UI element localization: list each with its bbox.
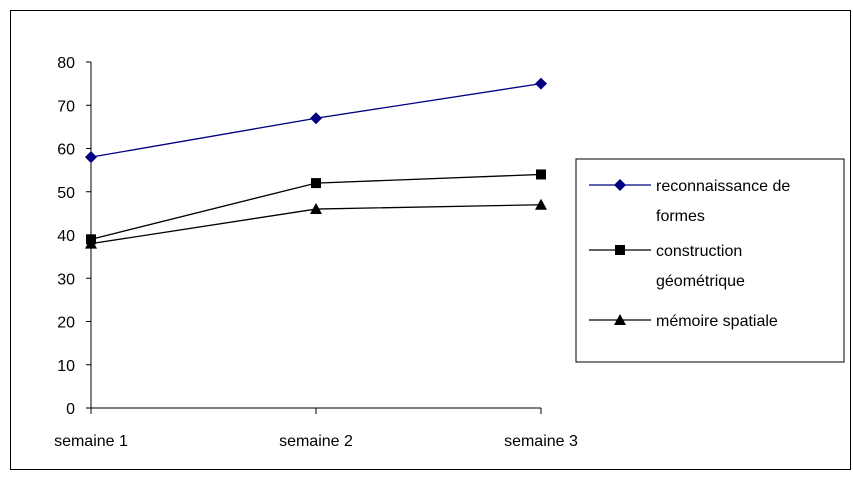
legend-label-2: mémoire spatiale <box>656 313 778 330</box>
legend-marker-2 <box>614 314 626 325</box>
y-tick-label: 50 <box>57 185 75 202</box>
legend-box <box>575 158 845 363</box>
x-tick-label: semaine 1 <box>54 433 128 450</box>
data-point-2-2 <box>535 198 547 210</box>
y-tick-label: 60 <box>57 142 75 159</box>
y-tick-label: 40 <box>57 228 75 245</box>
legend-label-1: construction <box>656 243 742 260</box>
y-tick-label: 80 <box>57 55 75 72</box>
data-point-2-0 <box>85 237 97 249</box>
legend-label-0: formes <box>656 208 705 225</box>
data-point-1-2 <box>536 169 546 180</box>
data-point-0-0 <box>85 151 97 164</box>
legend-marker-0 <box>614 179 626 191</box>
y-tick-label: 70 <box>57 98 75 115</box>
data-point-0-2 <box>535 77 547 90</box>
data-point-2-1 <box>310 203 322 215</box>
y-tick-label: 10 <box>57 358 75 375</box>
x-tick-label: semaine 2 <box>279 433 353 450</box>
y-tick-label: 20 <box>57 315 75 332</box>
legend-label-0: reconnaissance de <box>656 178 790 195</box>
data-point-0-1 <box>310 112 322 125</box>
y-tick-label: 0 <box>66 401 75 418</box>
y-tick-label: 30 <box>57 271 75 288</box>
legend-marker-1 <box>615 245 625 255</box>
x-tick-label: semaine 3 <box>504 433 578 450</box>
data-point-1-1 <box>311 178 321 189</box>
legend-label-1: géométrique <box>656 273 745 290</box>
